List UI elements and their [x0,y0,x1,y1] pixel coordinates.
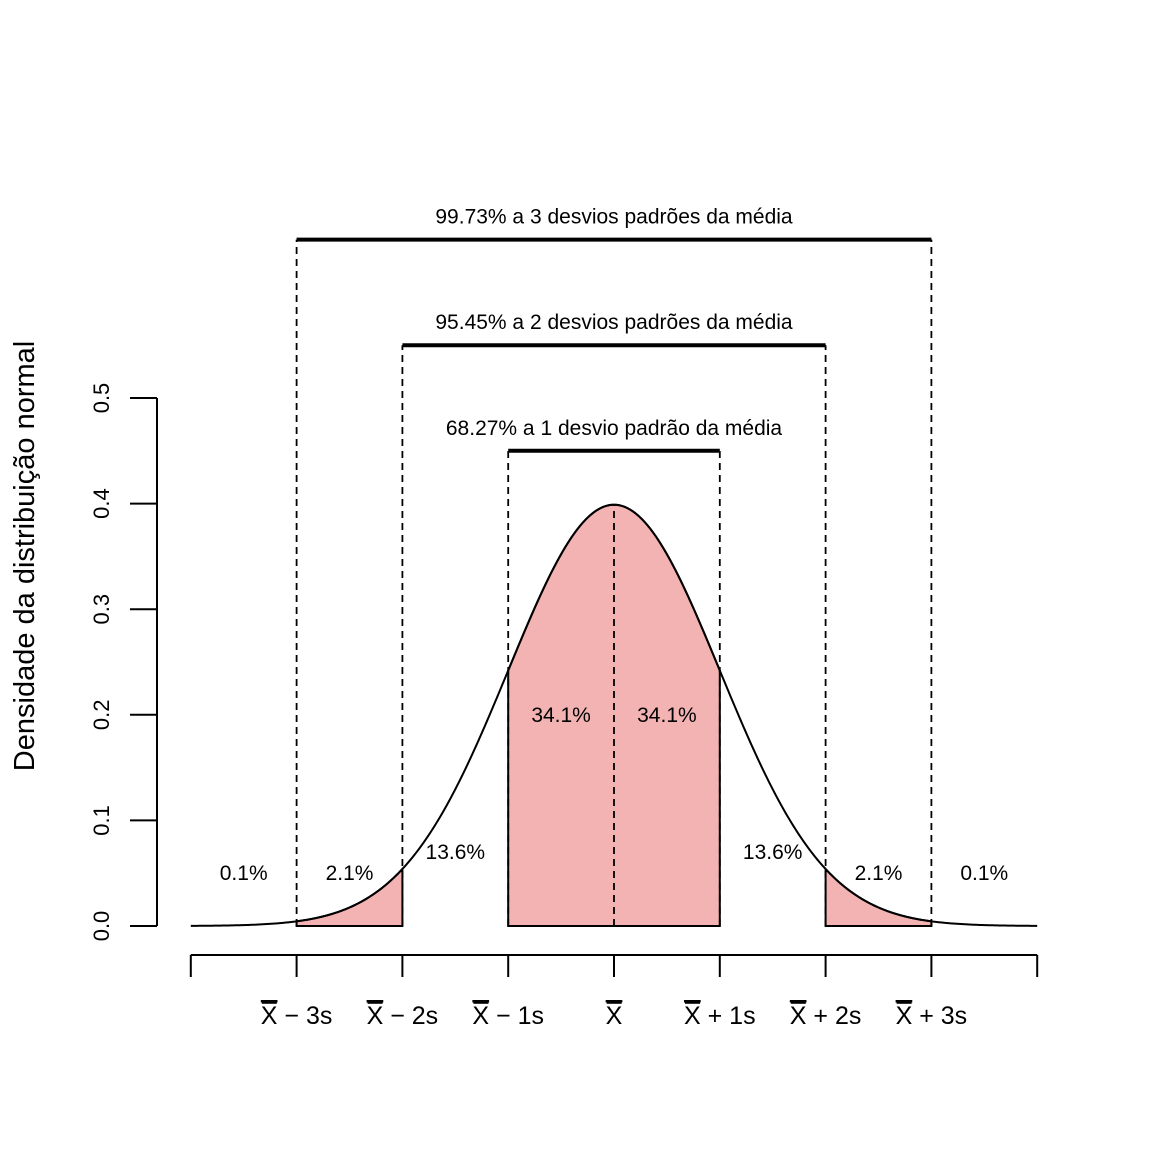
y-tick-label-5: 0.5 [89,383,114,414]
bracket-label-1: 68.27% a 1 desvio padrão da média [446,417,783,440]
percent-label-4: 34.1% [637,704,697,727]
x-tick-label-6: X + 3s [896,1002,968,1030]
percent-label-2: 13.6% [426,841,486,864]
x-bar-symbol: X [606,1002,623,1030]
x-tick-label-3: X [606,1002,623,1030]
y-tick-label-1: 0.1 [89,805,114,836]
x-bar-symbol: X [896,1002,913,1030]
x-offset-text: + 2s [806,1002,861,1030]
percent-label-0: 0.1% [220,862,268,885]
x-bar-symbol: X [367,1002,384,1030]
x-tick-label-1: X − 2s [367,1002,439,1030]
x-offset-text: + 3s [912,1002,967,1030]
y-axis-label: Densidade da distribuição normal [9,341,41,771]
x-tick-label-0: X − 3s [261,1002,333,1030]
x-bar-symbol: X [790,1002,807,1030]
percent-label-3: 34.1% [531,704,591,727]
y-tick-label-2: 0.2 [89,700,114,731]
x-offset-text: − 3s [277,1002,332,1030]
percent-label-6: 2.1% [855,862,903,885]
x-tick-label-4: X + 1s [684,1002,756,1030]
y-tick-label-3: 0.3 [89,594,114,625]
x-offset-text: − 2s [383,1002,438,1030]
x-bar-symbol: X [684,1002,701,1030]
percent-label-7: 0.1% [960,862,1008,885]
bracket-label-3: 99.73% a 3 desvios padrões da média [435,206,793,229]
y-tick-label-0: 0.0 [89,911,114,942]
y-tick-label-4: 0.4 [89,488,114,519]
x-bar-symbol: X [472,1002,489,1030]
normal-curve [190,503,1038,927]
bracket-label-2: 95.45% a 2 desvios padrões da média [435,311,793,334]
x-offset-text: + 1s [701,1002,756,1030]
percent-label-1: 2.1% [326,862,374,885]
x-bar-symbol: X [261,1002,278,1030]
x-tick-label-5: X + 2s [790,1002,862,1030]
x-tick-label-2: X − 1s [472,1002,544,1030]
percent-label-5: 13.6% [743,841,803,864]
x-offset-text: − 1s [489,1002,544,1030]
